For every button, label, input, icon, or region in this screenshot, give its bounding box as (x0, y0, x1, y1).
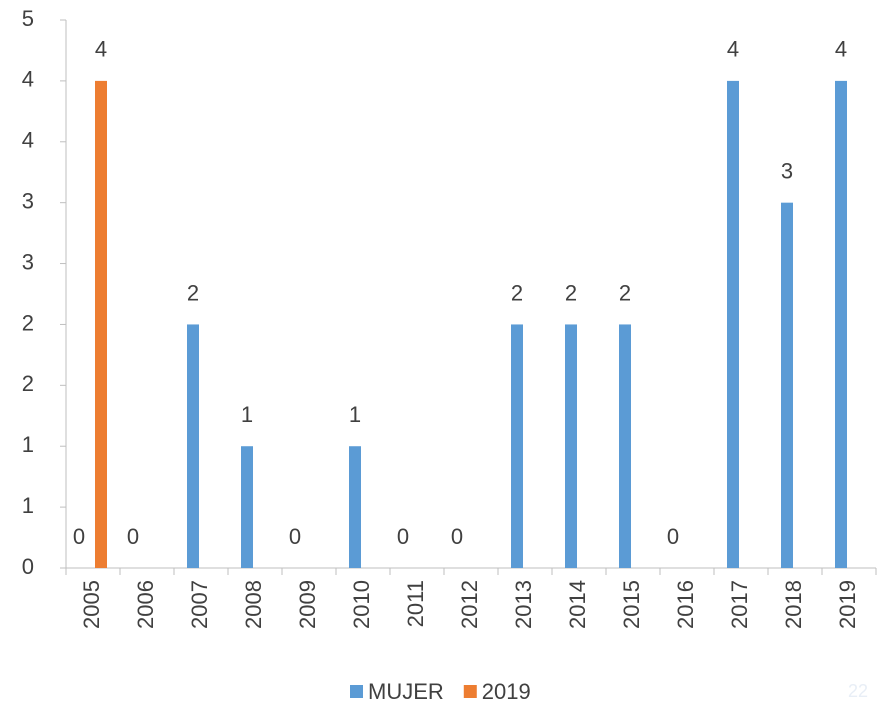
data-label: 0 (397, 524, 409, 549)
y-tick-label: 2 (22, 371, 34, 396)
x-tick-label: 2016 (673, 580, 698, 629)
page-number: 22 (848, 681, 868, 701)
x-tick-label: 2018 (781, 580, 806, 629)
bar (565, 324, 577, 568)
x-tick-label: 2006 (133, 580, 158, 629)
data-label: 2 (565, 280, 577, 305)
y-tick-label: 0 (22, 554, 34, 579)
y-tick-label: 4 (22, 128, 34, 153)
bar (187, 324, 199, 568)
data-label: 3 (781, 158, 793, 183)
bar (95, 80, 107, 568)
y-tick-label: 1 (22, 493, 34, 518)
y-tick-label: 2 (22, 310, 34, 335)
data-label: 1 (349, 402, 361, 427)
bar (349, 446, 361, 568)
legend-label: MUJER (368, 679, 444, 704)
data-label: 0 (451, 524, 463, 549)
data-label: 2 (511, 280, 523, 305)
x-tick-label: 2015 (619, 580, 644, 629)
data-label: 0 (127, 524, 139, 549)
data-label: 1 (241, 402, 253, 427)
legend-label: 2019 (482, 679, 531, 704)
x-tick-label: 2008 (241, 580, 266, 629)
bar (781, 202, 793, 568)
bar (619, 324, 631, 568)
data-label: 4 (95, 37, 107, 62)
bar (511, 324, 523, 568)
y-tick-label: 1 (22, 432, 34, 457)
bar (727, 80, 739, 568)
y-tick-label: 4 (22, 67, 34, 92)
x-tick-label: 2011 (403, 580, 428, 627)
legend-swatch (463, 685, 477, 698)
data-label: 4 (835, 37, 847, 62)
data-label: 2 (187, 280, 199, 305)
x-tick-label: 2005 (79, 580, 104, 629)
x-tick-label: 2012 (457, 580, 482, 629)
data-label: 2 (619, 280, 631, 305)
data-label: 0 (667, 524, 679, 549)
x-tick-label: 2013 (511, 580, 536, 629)
x-tick-label: 2014 (565, 580, 590, 629)
y-tick-label: 3 (22, 249, 34, 274)
data-label: 0 (73, 524, 85, 549)
bar (835, 80, 847, 568)
x-tick-label: 2010 (349, 580, 374, 629)
x-tick-label: 2007 (187, 580, 212, 629)
data-label: 0 (289, 524, 301, 549)
legend-swatch (350, 685, 363, 698)
data-label: 4 (727, 37, 739, 62)
x-tick-label: 2017 (727, 580, 752, 629)
x-tick-label: 2009 (295, 580, 320, 629)
x-tick-label: 2019 (835, 580, 860, 629)
y-tick-label: 3 (22, 188, 34, 213)
bar (241, 446, 253, 568)
y-tick-label: 5 (22, 6, 34, 31)
